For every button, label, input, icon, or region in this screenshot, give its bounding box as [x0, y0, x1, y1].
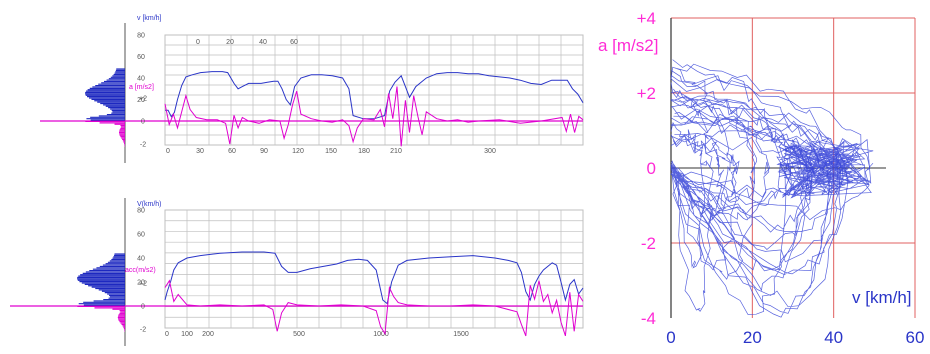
- bottom-x-tick-labels: 0 100 200 500 1000 1500: [165, 331, 469, 338]
- bottom-speed-axis-label: V(km/h): [137, 201, 162, 208]
- bottom-accel-axis-label: acc(m/s2): [125, 267, 156, 274]
- phase-x-tick-labels: 0 20 40 60: [666, 328, 924, 347]
- phase-y-axis-label: a [m/s2]: [598, 36, 658, 55]
- top-accel-series-line: [164, 86, 584, 147]
- bot-x-tick-label: 1500: [453, 331, 469, 338]
- top-x-tick-label: 0: [166, 148, 170, 155]
- phase-y-tick-label: -2: [641, 234, 656, 253]
- bottom-time-series-panel: 80 60 40 20 +2 0 -2 0 100 200 500 1000 1500 V(km/h…: [10, 198, 584, 346]
- top-plot-frame: [164, 34, 584, 146]
- bot-speed-tick-label: 20: [137, 280, 145, 287]
- phase-x-tick-label: 60: [906, 328, 925, 347]
- bottom-speed-series-line: [164, 251, 584, 305]
- top-speed-tick-label: 40: [137, 76, 145, 83]
- top-speed-tick-label: 60: [137, 54, 145, 61]
- phase-cruise-cluster: [776, 137, 874, 199]
- phase-y-tick-label: 0: [647, 159, 656, 178]
- phase-x-tick-label: 20: [743, 328, 762, 347]
- phase-y-tick-label: -4: [641, 309, 656, 328]
- bot-speed-tick-label: 60: [137, 232, 145, 239]
- top-accel-tick-label: +2: [139, 96, 147, 103]
- bot-x-tick-label: 200: [202, 331, 214, 338]
- bot-plot-frame: [164, 209, 584, 329]
- bottom-accel-series-line: [164, 279, 584, 337]
- phase-x-tick-label: 40: [824, 328, 843, 347]
- top-accel-axis-label: a [m/s2]: [129, 84, 154, 91]
- phase-y-tick-labels: +4 +2 0 -2 -4: [637, 9, 656, 328]
- bottom-speed-tick-labels: 80 60 40 20: [137, 208, 145, 287]
- top-x-tick-label: 30: [196, 148, 204, 155]
- top-speed-axis-label: v [km/h]: [137, 15, 162, 22]
- phase-trajectory: [670, 59, 874, 318]
- bot-accel-tick-label: +2: [139, 281, 147, 288]
- top-speed-tick-labels: 80 60 40 20: [137, 33, 145, 105]
- bot-x-tick-label: 100: [181, 331, 193, 338]
- bot-speed-tick-label: 80: [137, 208, 145, 215]
- top-x-tick-labels: 0 30 60 90 120 150 180 210 300: [166, 148, 496, 155]
- phase-y-tick-label: +4: [637, 9, 656, 28]
- top-x-tick-label: 90: [260, 148, 268, 155]
- top-x-tick-label: 150: [325, 148, 337, 155]
- phase-plot-panel: 0 20 40 60 +4 +2 0 -2 -4 a [m/s2] v [km/h]: [598, 9, 924, 347]
- top-speed-tick-label: 80: [137, 33, 145, 40]
- top-time-series-panel: 80 60 40 20 +2 0 -2 0 30 60 90 120 150 180 210 300 0 2…: [40, 15, 584, 163]
- bot-accel-tick-label: 0: [141, 304, 145, 311]
- top-upper-x-tick-labels: 0 20 40 60: [196, 39, 298, 46]
- top-x-tick-label: 210: [390, 148, 402, 155]
- top-upper-x-tick-label: 20: [226, 39, 234, 46]
- bot-accel-tick-label: -2: [140, 327, 146, 334]
- phase-loop-trajectory: [670, 59, 874, 318]
- bottom-accel-tick-labels: +2 0 -2: [139, 281, 147, 334]
- top-speed-series-line: [165, 71, 584, 120]
- bot-x-tick-label: 0: [165, 331, 169, 338]
- phase-x-axis-label: v [km/h]: [852, 288, 912, 307]
- top-upper-x-tick-label: 60: [290, 39, 298, 46]
- top-x-tick-label: 180: [358, 148, 370, 155]
- top-accel-tick-label: 0: [141, 119, 145, 126]
- top-x-tick-label: 120: [292, 148, 304, 155]
- top-x-tick-label: 300: [484, 148, 496, 155]
- top-upper-x-tick-label: 40: [259, 39, 267, 46]
- top-speed-tick-label: 20: [137, 97, 145, 104]
- phase-x-tick-label: 0: [666, 328, 675, 347]
- top-x-tick-label: 60: [228, 148, 236, 155]
- top-upper-x-tick-label: 0: [196, 39, 200, 46]
- bot-x-tick-label: 1000: [373, 331, 389, 338]
- top-accel-tick-label: -2: [140, 142, 146, 149]
- bot-speed-tick-label: 40: [137, 256, 145, 263]
- top-acceleration-histogram: [85, 68, 125, 147]
- bottom-acceleration-histogram: [77, 253, 125, 332]
- top-accel-tick-labels: +2 0 -2: [139, 96, 147, 149]
- phase-y-tick-label: +2: [637, 84, 656, 103]
- bot-x-tick-label: 500: [293, 331, 305, 338]
